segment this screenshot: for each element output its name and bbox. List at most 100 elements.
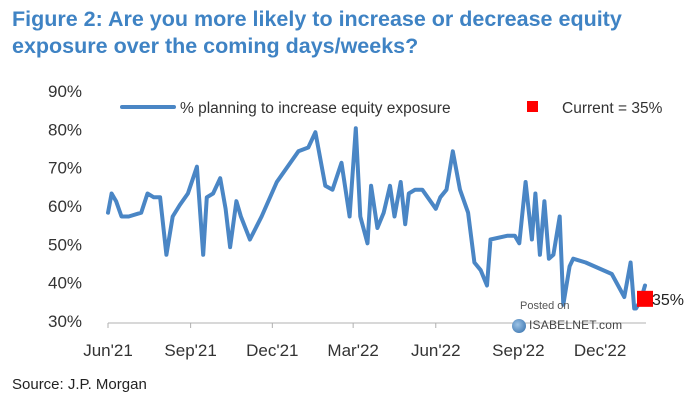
- data-point: [375, 226, 379, 230]
- data-point: [145, 191, 150, 196]
- data-point: [584, 260, 588, 265]
- data-point: [542, 199, 547, 203]
- data-point: [306, 145, 310, 150]
- data-point: [479, 268, 483, 272]
- data-point: [488, 237, 493, 242]
- data-point: [513, 234, 517, 238]
- y-tick-label: 50%: [48, 235, 82, 254]
- data-point: [119, 214, 124, 219]
- x-tick-label: Sep'22: [492, 341, 544, 360]
- legend-current-swatch: [527, 101, 538, 112]
- data-point: [260, 214, 264, 219]
- y-tick-label: 70%: [48, 159, 82, 178]
- data-point: [106, 211, 110, 215]
- x-tick-label: Mar'22: [327, 341, 378, 360]
- data-point: [239, 214, 243, 219]
- series-line-increase-equity: [106, 126, 647, 311]
- watermark-posted-text: Posted on: [520, 300, 570, 312]
- data-point: [358, 214, 362, 219]
- data-point: [323, 184, 327, 188]
- data-point: [547, 257, 551, 261]
- x-tick-label: Sep'21: [164, 341, 216, 360]
- legend: % planning to increase equity exposure Cu…: [120, 100, 663, 117]
- data-point: [365, 241, 370, 245]
- legend-label-series: % planning to increase equity exposure: [180, 100, 451, 117]
- data-point: [399, 180, 403, 184]
- data-point: [634, 306, 638, 311]
- data-point: [171, 214, 175, 219]
- data-point: [224, 207, 228, 211]
- data-point: [205, 195, 209, 199]
- data-point: [458, 188, 462, 192]
- y-tick-label: 30%: [48, 312, 82, 331]
- y-axis: 30% 40% 50% 60% 70% 80% 90%: [48, 82, 82, 331]
- data-point: [524, 180, 528, 184]
- series-layer: 35%: [106, 126, 684, 311]
- chart-title: Figure 2: Are you more likely to increas…: [12, 6, 692, 60]
- data-point: [339, 161, 344, 165]
- globe-logo-icon: [512, 319, 526, 333]
- legend-label-current: Current = 35%: [562, 100, 663, 117]
- data-point: [211, 191, 215, 196]
- data-point: [110, 191, 114, 196]
- data-point: [164, 253, 168, 257]
- data-point: [558, 214, 562, 219]
- y-tick-label: 80%: [48, 120, 82, 139]
- data-point: [643, 283, 647, 288]
- x-axis: Jun'21 Sep'21 Dec'21 Mar'22 Jun'22 Sep'22 Dec'…: [83, 322, 646, 360]
- watermark-brand: ISABELNET.com: [529, 318, 623, 332]
- data-point: [438, 195, 442, 199]
- data-point: [248, 237, 252, 242]
- current-marker: [637, 290, 653, 307]
- source-note: Source: J.P. Morgan: [12, 376, 147, 393]
- data-point: [530, 237, 534, 242]
- data-point: [485, 283, 489, 288]
- data-point: [517, 241, 521, 245]
- data-point: [313, 130, 317, 134]
- chart-title-line-1: Figure 2: Are you more likely to increas…: [12, 7, 622, 31]
- data-point: [551, 253, 556, 257]
- data-point: [218, 176, 222, 180]
- data-point: [296, 149, 300, 153]
- data-point: [538, 253, 542, 257]
- y-tick-label: 40%: [48, 274, 82, 293]
- x-tick-label: Dec'21: [246, 341, 298, 360]
- data-point: [114, 199, 118, 203]
- data-point: [622, 295, 626, 299]
- data-point: [369, 184, 373, 188]
- data-point: [610, 272, 614, 276]
- y-tick-label: 60%: [48, 197, 82, 216]
- data-point: [234, 199, 238, 203]
- data-point: [178, 203, 182, 207]
- data-point: [228, 245, 232, 249]
- data-point: [571, 257, 575, 261]
- data-point: [127, 214, 131, 219]
- data-point: [561, 303, 565, 307]
- data-point: [195, 165, 199, 169]
- data-point: [403, 222, 407, 226]
- data-point: [139, 211, 143, 215]
- x-tick-label: Dec'22: [574, 341, 626, 360]
- data-point: [330, 188, 335, 192]
- data-point: [201, 253, 205, 257]
- data-point: [533, 191, 538, 196]
- y-tick-label: 90%: [48, 82, 82, 101]
- data-point: [444, 188, 449, 192]
- data-point: [388, 184, 392, 188]
- watermark: Posted on ISABELNET.com: [512, 300, 622, 342]
- data-point: [152, 195, 156, 199]
- data-point: [420, 188, 424, 192]
- x-tick-label: Jun'21: [83, 341, 133, 360]
- data-point: [413, 188, 417, 192]
- data-point: [472, 260, 476, 265]
- data-point: [451, 149, 455, 153]
- data-point: [466, 211, 470, 215]
- data-point: [354, 126, 358, 130]
- data-point: [275, 180, 279, 184]
- data-point: [186, 191, 190, 196]
- chart-title-line-2: exposure over the coming days/weeks?: [12, 34, 419, 58]
- data-point: [629, 260, 633, 265]
- data-point: [348, 214, 352, 219]
- data-point: [407, 191, 411, 196]
